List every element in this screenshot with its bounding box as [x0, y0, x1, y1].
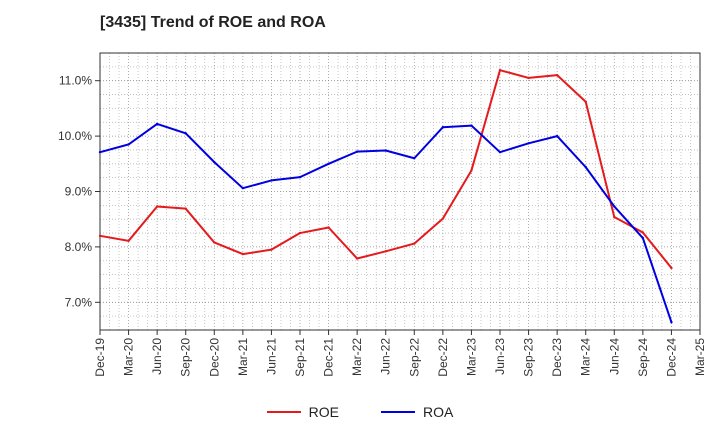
data-point-roe: [384, 250, 387, 253]
data-point-roe: [327, 226, 330, 229]
data-point-roa: [670, 321, 673, 324]
x-tick-label: Jun-20: [150, 338, 164, 375]
data-point-roe: [184, 207, 187, 210]
x-tick-label: Jun-23: [493, 338, 507, 375]
data-point-roe: [298, 231, 302, 235]
x-tick-label: Mar-22: [350, 338, 364, 376]
y-tick-label: 9.0%: [65, 185, 93, 199]
x-tick-label: Dec-24: [664, 338, 678, 377]
x-tick-label: Sep-24: [636, 338, 650, 377]
data-point-roe: [241, 252, 245, 256]
legend: ROE ROA: [0, 404, 720, 420]
series-line-roe: [99, 69, 673, 269]
x-tick-label: Sep-21: [293, 338, 307, 377]
data-point-roa: [184, 132, 187, 135]
data-point-roe: [127, 239, 130, 243]
data-point-roe: [213, 241, 216, 244]
y-tick-label: 8.0%: [65, 240, 93, 254]
data-point-roe: [470, 169, 473, 172]
data-point-roe: [498, 68, 502, 72]
x-tick-label: Sep-23: [522, 338, 536, 377]
x-tick-label: Sep-20: [179, 338, 193, 377]
data-point-roa: [298, 175, 302, 179]
data-point-roe: [270, 248, 273, 251]
data-point-roe: [413, 242, 416, 245]
legend-swatch-roe: [266, 411, 301, 413]
data-point-roa: [470, 124, 473, 127]
data-point-roa: [213, 160, 216, 164]
legend-label-roe: ROE: [308, 404, 339, 420]
y-tick-label: 7.0%: [65, 295, 93, 309]
data-point-roa: [327, 162, 330, 165]
data-point-roa: [384, 149, 387, 152]
x-tick-label: Jun-21: [264, 338, 278, 375]
series-line-roa: [99, 122, 673, 323]
x-tick-label: Dec-21: [322, 338, 336, 377]
x-tick-label: Mar-20: [122, 338, 136, 376]
legend-item-roe: ROE: [266, 404, 339, 420]
legend-swatch-roa: [381, 411, 415, 413]
chart-title: [3435] Trend of ROE and ROA: [100, 14, 326, 31]
x-tick-label: Mar-21: [236, 338, 250, 376]
data-point-roa: [241, 186, 245, 190]
data-point-roa: [555, 134, 559, 138]
x-tick-label: Mar-25: [693, 338, 707, 376]
x-tick-label: Dec-20: [207, 338, 221, 377]
data-point-roa: [498, 150, 502, 154]
x-tick-label: Dec-22: [436, 338, 450, 377]
data-point-roa: [127, 143, 130, 146]
data-point-roa: [641, 236, 645, 240]
data-point-roe: [355, 257, 359, 260]
x-tick-label: Mar-23: [464, 338, 478, 376]
data-point-roa: [270, 179, 273, 182]
data-point-roe: [441, 217, 445, 220]
data-point-roe: [527, 76, 530, 80]
data-point-roe: [555, 73, 559, 77]
data-point-roe: [613, 215, 616, 219]
x-tick-label: Jun-22: [379, 338, 393, 375]
line-chart: 7.0% 8.0% 9.0% 10.0% 11.0% Dec-19 Mar-20 Jun-20…: [58, 52, 707, 377]
data-point-roe: [641, 231, 645, 234]
x-tick-label: Dec-23: [550, 338, 564, 377]
data-point-roe: [98, 234, 102, 238]
x-tick-label: Dec-19: [93, 338, 107, 377]
y-tick-label: 10.0%: [58, 129, 92, 143]
y-tick-label: 11.0%: [59, 74, 92, 88]
x-tick-label: Mar-24: [579, 338, 593, 376]
legend-item-roa: ROA: [381, 404, 453, 420]
data-point-roa: [355, 150, 359, 153]
data-point-roa: [441, 126, 445, 129]
data-point-roa: [155, 122, 159, 126]
data-point-roe: [584, 100, 587, 103]
data-point-roa: [584, 165, 587, 169]
data-point-roe: [670, 266, 673, 270]
x-tick-label: Sep-22: [407, 338, 421, 377]
x-tick-label: Jun-24: [607, 338, 621, 375]
data-point-roa: [613, 205, 616, 208]
data-point-roe: [155, 205, 159, 208]
data-point-roa: [413, 157, 416, 160]
data-point-roa: [527, 142, 530, 145]
data-point-roa: [98, 150, 102, 154]
legend-label-roa: ROA: [423, 404, 454, 420]
